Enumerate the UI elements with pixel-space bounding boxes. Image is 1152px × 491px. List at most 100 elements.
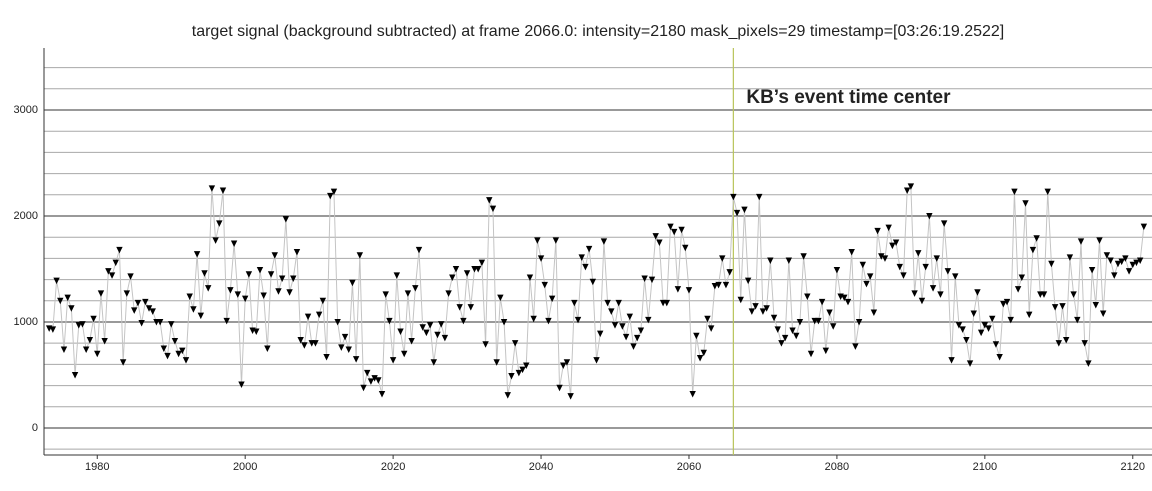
data-point [589, 278, 597, 286]
data-point [1092, 302, 1099, 309]
y-tick-label: 2000 [14, 210, 38, 222]
data-point [234, 291, 241, 298]
data-point [523, 362, 530, 369]
y-tick-label: 3000 [14, 104, 38, 116]
data-point [401, 350, 408, 358]
data-point [682, 244, 689, 252]
data-point [534, 237, 541, 244]
data-point [79, 321, 86, 328]
data-point [449, 274, 456, 281]
data-point [142, 298, 149, 306]
data-point [238, 381, 245, 389]
data-point [245, 271, 253, 278]
data-point [223, 317, 230, 325]
data-point [637, 327, 645, 334]
data-point [704, 315, 711, 323]
data-point [230, 240, 238, 248]
data-point [515, 369, 523, 377]
data-point [696, 355, 704, 362]
data-point [286, 289, 293, 296]
data-point [981, 322, 989, 329]
data-point [408, 338, 415, 345]
data-point [815, 317, 822, 325]
data-point [175, 350, 182, 358]
data-point [611, 322, 619, 329]
data-point [467, 304, 474, 311]
data-point [1088, 267, 1096, 274]
data-point [774, 326, 781, 333]
data-point [593, 357, 600, 364]
data-point [504, 392, 511, 399]
data-point [622, 333, 630, 341]
data-point [378, 391, 386, 398]
data-point [293, 249, 301, 256]
data-point [131, 307, 138, 314]
data-point [430, 359, 437, 366]
data-point [1096, 237, 1103, 244]
data-point [1066, 254, 1074, 261]
y-tick-label: 1000 [14, 316, 38, 328]
data-point [1085, 360, 1092, 367]
data-point [1070, 291, 1077, 298]
data-point [452, 265, 460, 273]
data-point [1022, 200, 1029, 207]
data-point [567, 393, 574, 400]
data-point [874, 227, 881, 235]
data-point [726, 269, 733, 276]
data-point [415, 246, 423, 254]
data-point [585, 245, 593, 253]
data-point [341, 333, 349, 341]
data-point [441, 334, 449, 342]
data-point [1048, 260, 1055, 268]
x-tick-label: 1980 [85, 461, 109, 473]
data-point [489, 205, 497, 213]
data-point [330, 188, 338, 196]
x-tick-label: 2020 [381, 461, 405, 473]
data-point [478, 259, 486, 267]
data-point [116, 246, 123, 254]
data-point [304, 313, 312, 321]
data-point [645, 316, 652, 324]
data-point [389, 357, 397, 364]
data-point [833, 267, 841, 274]
data-point [134, 299, 142, 307]
data-point [985, 325, 992, 332]
data-point [1074, 316, 1081, 324]
data-point [955, 322, 963, 329]
data-point [123, 290, 131, 297]
data-point [219, 187, 227, 195]
data-point [756, 193, 763, 201]
x-tick-label: 2080 [825, 461, 849, 473]
data-point [75, 322, 82, 329]
data-point [933, 255, 940, 262]
data-point [275, 288, 282, 295]
data-point [1077, 238, 1085, 245]
data-point [463, 270, 471, 277]
data-point [926, 212, 933, 220]
data-point [60, 346, 68, 354]
data-point [519, 366, 526, 374]
data-point [881, 255, 889, 262]
data-point [992, 341, 1000, 348]
data-point [674, 286, 682, 293]
data-point [1007, 316, 1014, 324]
data-point [149, 308, 156, 315]
data-point [641, 275, 648, 283]
data-point [511, 340, 519, 347]
data-point [937, 291, 944, 298]
data-point [818, 298, 826, 306]
data-point [974, 289, 981, 296]
data-point [367, 378, 375, 385]
data-point [356, 252, 364, 259]
data-point [360, 384, 367, 392]
data-point [948, 357, 955, 364]
data-point [548, 295, 556, 303]
data-point [970, 310, 977, 318]
data-point [781, 334, 789, 342]
data-point [205, 285, 212, 292]
data-point [364, 369, 371, 377]
data-point [94, 350, 101, 358]
data-point [1107, 257, 1114, 265]
data-point [271, 252, 278, 259]
data-point [800, 253, 807, 260]
